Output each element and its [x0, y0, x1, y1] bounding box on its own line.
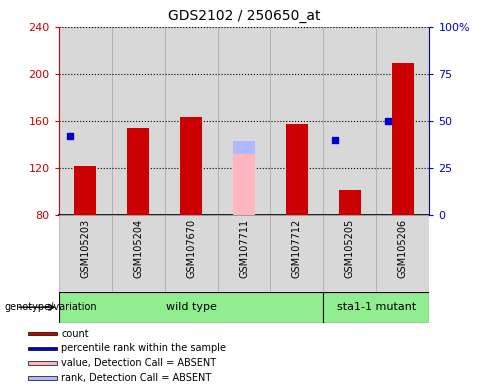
Bar	[324, 292, 429, 323]
Text: GSM107711: GSM107711	[239, 219, 249, 278]
Text: GSM105205: GSM105205	[345, 219, 355, 278]
Text: rank, Detection Call = ABSENT: rank, Detection Call = ABSENT	[61, 373, 211, 383]
Bar	[270, 27, 324, 215]
Bar	[392, 63, 413, 215]
Bar	[324, 27, 376, 215]
Bar	[286, 124, 307, 215]
Bar	[376, 27, 429, 215]
Bar	[75, 166, 96, 215]
Bar	[376, 215, 429, 292]
Bar	[218, 215, 270, 292]
Text: wild type: wild type	[165, 302, 217, 312]
Bar	[164, 27, 218, 215]
Bar	[181, 118, 202, 215]
Title: GDS2102 / 250650_at: GDS2102 / 250650_at	[168, 9, 320, 23]
Text: GSM105204: GSM105204	[133, 219, 143, 278]
Bar	[233, 141, 255, 154]
Text: GSM107670: GSM107670	[186, 219, 196, 278]
Bar	[112, 215, 164, 292]
Bar	[339, 190, 361, 215]
Bar	[28, 361, 57, 365]
Text: GSM107712: GSM107712	[292, 219, 302, 278]
Bar	[28, 332, 57, 336]
Bar	[218, 27, 270, 215]
Text: percentile rank within the sample: percentile rank within the sample	[61, 343, 226, 353]
Text: value, Detection Call = ABSENT: value, Detection Call = ABSENT	[61, 358, 216, 368]
Text: GSM105203: GSM105203	[80, 219, 90, 278]
Bar	[164, 215, 218, 292]
Bar	[127, 128, 149, 215]
Bar	[59, 27, 112, 215]
Text: GSM105206: GSM105206	[398, 219, 408, 278]
Text: sta1-1 mutant: sta1-1 mutant	[337, 302, 416, 312]
Bar	[28, 346, 57, 350]
Bar	[59, 292, 324, 323]
Text: count: count	[61, 329, 89, 339]
Bar	[324, 215, 376, 292]
Bar	[233, 154, 255, 215]
Bar	[28, 376, 57, 380]
Text: genotype/variation: genotype/variation	[5, 302, 98, 312]
Bar	[112, 27, 164, 215]
Bar	[59, 215, 112, 292]
Bar	[270, 215, 324, 292]
